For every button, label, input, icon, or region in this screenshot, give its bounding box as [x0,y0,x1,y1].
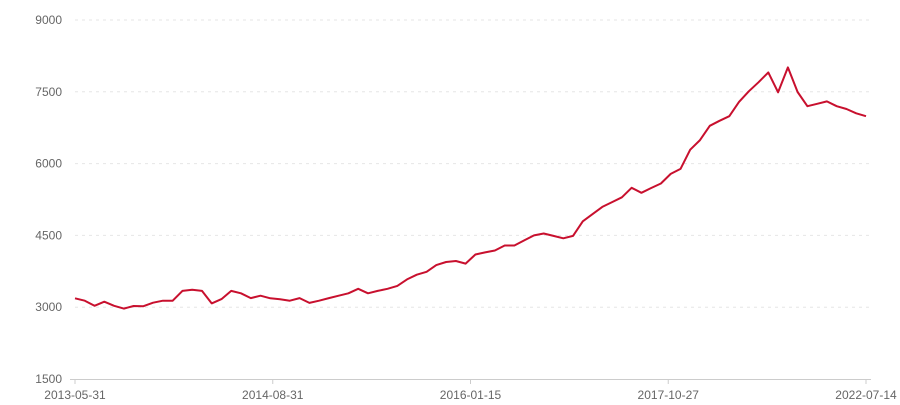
gridlines [75,20,871,307]
y-tick-label: 6000 [35,157,62,171]
x-tick-label: 2017-10-27 [638,388,700,400]
x-axis: 2013-05-31 2014-08-31 2016-01-15 2017-10-27… [44,379,897,400]
y-tick-label: 7500 [35,85,62,99]
y-axis: 1500 3000 4500 6000 7500 9000 [35,13,62,386]
y-tick-label: 3000 [35,300,62,314]
y-tick-label: 1500 [35,372,62,386]
x-tick-label: 2013-05-31 [44,388,106,400]
y-tick-label: 9000 [35,13,62,27]
series-line [75,67,866,308]
x-tick-label: 2022-07-14 [835,388,897,400]
x-tick-label: 2016-01-15 [440,388,502,400]
series [75,67,866,308]
x-tick-label: 2014-08-31 [242,388,304,400]
y-tick-label: 4500 [35,228,62,242]
